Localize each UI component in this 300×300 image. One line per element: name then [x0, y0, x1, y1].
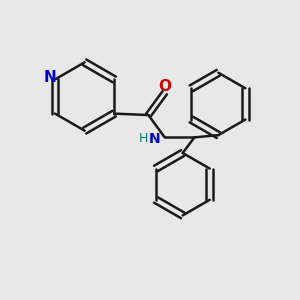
Text: O: O [158, 79, 171, 94]
Text: H: H [139, 132, 148, 146]
Text: N: N [43, 70, 56, 86]
Text: N: N [148, 132, 160, 146]
